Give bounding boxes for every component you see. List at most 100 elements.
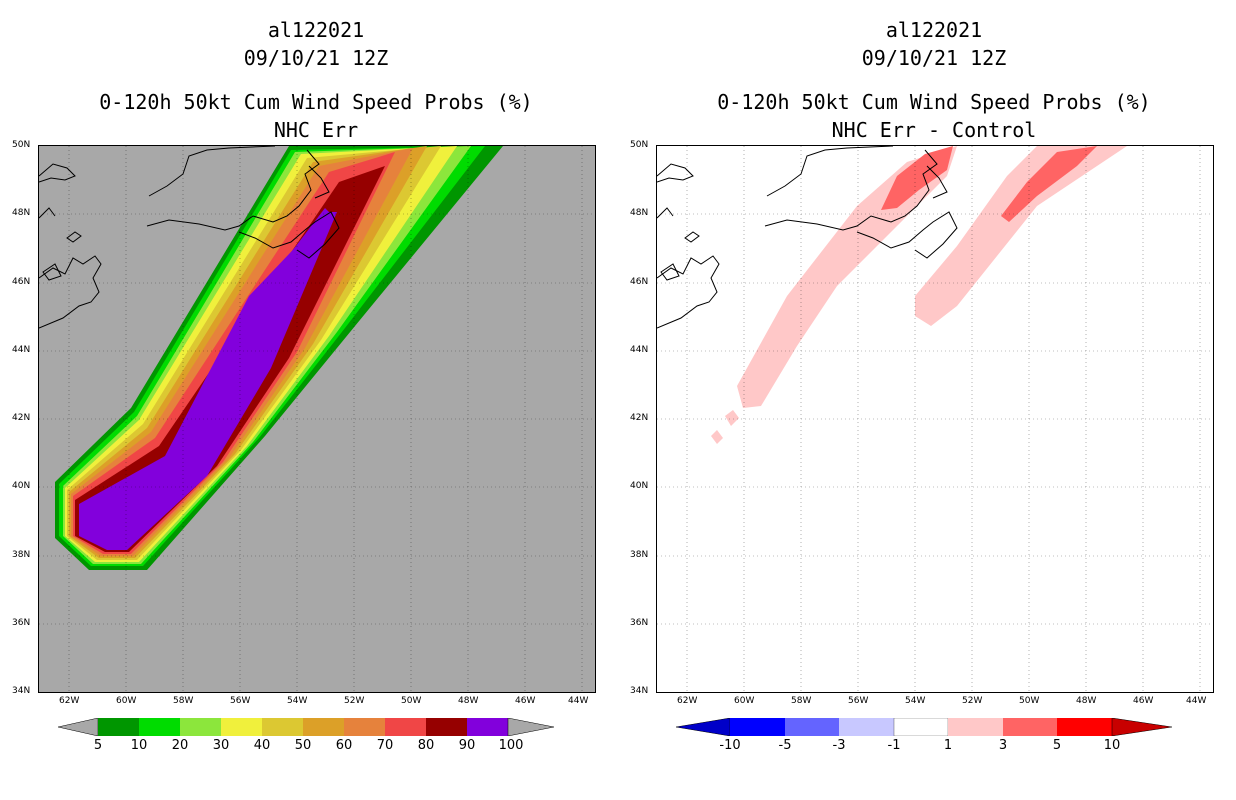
left-colorbar-swatch-0 [98,718,139,736]
left-colorbar-high-arrow [507,718,554,736]
right-lat-label-44n: 44N [630,345,649,355]
right-lon-label-62w: 62W [677,696,698,706]
right-lat-label-40n: 40N [630,481,649,491]
diff-band-1-east [915,146,1127,326]
left-title-datetime: 09/10/21 12Z [243,46,389,70]
right-colorbar-swatch-2 [839,718,894,736]
left-title-product: 0-120h 50kt Cum Wind Speed Probs (%) [99,90,533,114]
left-map [38,145,596,693]
right-lat-label-42n: 42N [630,413,649,423]
left-title-storm-id: al122021 [267,18,365,42]
left-lat-label-38n: 38N [12,550,31,560]
right-lat-label-48n: 48N [630,208,649,218]
right-lon-label-44w: 44W [1186,696,1207,706]
right-lon-label-56w: 56W [848,696,869,706]
left-colorbar-label-5: 5 [93,738,103,753]
left-lon-label-46w: 46W [515,696,536,706]
diff-band-1-dot2 [711,430,723,444]
left-colorbar-swatch-1 [139,718,180,736]
right-grid [657,146,1213,692]
right-colorbar-swatch-3 [893,718,949,736]
diff-band-1-west [737,146,957,408]
left-colorbar-low-arrow [58,718,99,736]
right-title-storm-id: al122021 [885,18,983,42]
right-lat-label-50n: 50N [630,140,649,150]
left-lat-label-46n: 46N [12,277,31,287]
right-colorbar-label-neg10: -10 [719,738,741,753]
left-lon-label-58w: 58W [173,696,194,706]
left-lat-label-40n: 40N [12,481,31,491]
left-colorbar-label-40: 40 [253,738,271,753]
left-colorbar-swatch-4 [262,718,303,736]
left-colorbar-swatch-2 [180,718,221,736]
left-colorbar [58,718,554,736]
left-colorbar-swatch-7 [385,718,426,736]
right-colorbar-label-neg5: -5 [778,738,792,753]
right-lon-label-50w: 50W [1019,696,1040,706]
left-lon-label-44w: 44W [568,696,589,706]
prob-band-100 [83,208,331,546]
right-lon-label-58w: 58W [791,696,812,706]
right-colorbar-swatch-1 [785,718,839,736]
diff-band-3-east [1001,146,1097,222]
left-lon-label-54w: 54W [287,696,308,706]
left-colorbar-swatch-3 [221,718,262,736]
right-lon-label-52w: 52W [962,696,983,706]
right-colorbar-label-neg3: -3 [832,738,846,753]
left-colorbar-label-70: 70 [376,738,394,753]
right-map [656,145,1214,693]
left-title-subtitle: NHC Err [273,118,359,142]
right-colorbar-low-arrow [676,718,731,736]
right-colorbar [676,718,1172,736]
right-colorbar-swatch-6 [1057,718,1112,736]
right-lat-label-36n: 36N [630,618,649,628]
left-lon-label-48w: 48W [458,696,479,706]
left-colorbar-label-100: 100 [498,738,524,753]
right-lon-label-54w: 54W [905,696,926,706]
left-lat-label-44n: 44N [12,345,31,355]
diff-band-1-dot1 [725,410,739,426]
left-grid [39,146,595,692]
left-lat-label-36n: 36N [12,618,31,628]
right-colorbar-high-arrow [1111,718,1172,736]
left-lat-label-48n: 48N [12,208,31,218]
right-title-datetime: 09/10/21 12Z [861,46,1007,70]
left-colorbar-label-90: 90 [458,738,476,753]
left-colorbar-label-60: 60 [335,738,353,753]
left-colorbar-swatch-5 [303,718,344,736]
right-lat-label-46n: 46N [630,277,649,287]
left-lon-label-60w: 60W [116,696,137,706]
right-title-subtitle: NHC Err - Control [831,118,1037,142]
right-colorbar-swatch-4 [948,718,1003,736]
left-lat-label-34n: 34N [12,686,31,696]
right-lat-label-34n: 34N [630,686,649,696]
right-colorbar-swatch-5 [1003,718,1057,736]
left-colorbar-label-10: 10 [130,738,148,753]
left-coastlines [39,146,340,329]
left-colorbar-label-80: 80 [417,738,435,753]
left-lon-label-50w: 50W [401,696,422,706]
right-colorbar-swatch-0 [730,718,785,736]
right-colorbar-label-5: 5 [1052,738,1062,753]
right-colorbar-label-1: 1 [943,738,953,753]
right-lon-label-48w: 48W [1076,696,1097,706]
left-lon-label-62w: 62W [59,696,80,706]
right-lat-label-38n: 38N [630,550,649,560]
left-colorbar-swatch-9 [467,718,508,736]
left-lat-label-50n: 50N [12,140,31,150]
right-colorbar-label-3: 3 [998,738,1008,753]
left-colorbar-label-20: 20 [171,738,189,753]
left-lat-label-42n: 42N [12,413,31,423]
right-colorbar-label-10: 10 [1103,738,1121,753]
right-colorbar-label-neg1: -1 [887,738,901,753]
right-title-product: 0-120h 50kt Cum Wind Speed Probs (%) [717,90,1151,114]
right-lon-label-46w: 46W [1133,696,1154,706]
left-colorbar-label-30: 30 [212,738,230,753]
left-lon-label-52w: 52W [344,696,365,706]
right-coastlines [657,146,958,329]
left-colorbar-swatch-8 [426,718,467,736]
left-lon-label-56w: 56W [230,696,251,706]
left-colorbar-label-50: 50 [294,738,312,753]
right-lon-label-60w: 60W [734,696,755,706]
left-colorbar-swatch-6 [344,718,385,736]
